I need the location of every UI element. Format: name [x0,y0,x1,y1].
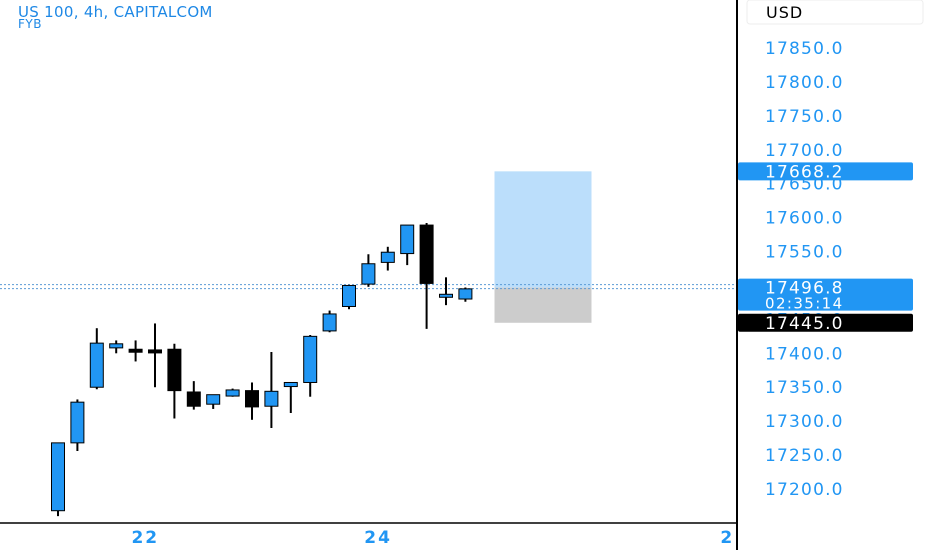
price-label-background [738,162,913,181]
price-label-background [738,313,913,332]
indicator-label[interactable]: FYB [18,17,42,31]
candle-body-down [245,390,259,408]
candle [167,343,182,419]
candle-body-up [283,381,298,388]
candle-body-up [303,335,318,383]
candle-body-up [380,251,395,263]
time-tick-label: 22 [131,528,159,548]
candle-body-up [206,394,221,405]
chart-title: US 100, 4h, CAPITALCOM [18,3,213,21]
candle [186,381,201,410]
candle-body-up [342,284,356,307]
candle [400,224,415,266]
candle [380,246,395,271]
price-label-blue: 17496.802:35:14 [738,278,913,313]
price-label-background [738,278,913,311]
candle-body-down [167,348,182,392]
price-axis[interactable]: 17850.017800.017750.017700.017650.017600… [765,39,844,500]
price-label-black: 17445.0 [738,313,913,334]
reward-zone[interactable] [494,171,592,288]
candle [264,351,279,428]
candle [51,442,65,517]
candle-body-down [186,391,201,407]
candles-layer [51,223,473,517]
price-tick-label: 17600.0 [765,209,844,229]
candle [70,399,85,452]
candle [148,323,162,388]
candle [89,328,104,390]
price-label-text: 17668.2 [765,162,844,182]
price-tick-label: 17800.0 [765,73,844,93]
price-tick-label: 17250.0 [765,446,844,466]
price-tick-label: 17750.0 [765,107,844,127]
candle-body-down [419,224,434,284]
candle-body-up [89,342,104,388]
price-tick-label: 17850.0 [765,39,844,59]
candle [206,394,221,409]
candle [361,254,376,287]
candle [303,334,318,397]
candle [109,340,124,354]
price-tick-label: 17300.0 [765,412,844,432]
candle [419,223,434,329]
time-tick-label: 2 [720,528,734,548]
candle [458,287,473,302]
candle-body-up [70,401,85,444]
price-tick-label: 17700.0 [765,141,844,161]
price-label-text: 17445.0 [765,314,844,334]
time-tick-label: 24 [364,528,392,548]
currency-selector[interactable]: USD [746,0,924,25]
price-label-blue: 17668.2 [738,162,913,182]
candle [342,284,356,310]
candle-body-up [225,389,240,397]
time-axis[interactable]: 22 24 2 [131,528,734,548]
candle-body-up [400,224,415,255]
candle [225,388,240,397]
candle-body-up [439,293,453,298]
candle [245,382,259,420]
price-tick-label: 17550.0 [765,243,844,263]
price-tick-label: 17200.0 [765,480,844,500]
bar-countdown: 02:35:14 [765,295,844,313]
candle [283,381,298,414]
candle-body-down [148,349,162,354]
price-tick-label: 17400.0 [765,344,844,364]
candle-body-up [51,442,65,512]
candle-body-up [322,313,337,332]
price-label-text: 17496.8 [765,279,844,299]
candle [439,277,453,306]
candle-body-up [264,390,279,407]
position-tool[interactable] [494,171,592,323]
candle-body-down [128,348,143,353]
candle [322,310,337,333]
candle-body-up [361,263,376,285]
candle-body-up [109,343,124,349]
candle-body-up [458,288,473,300]
risk-zone[interactable] [494,287,592,323]
currency-label: USD [766,3,803,22]
candle [128,340,143,362]
price-tick-label: 17350.0 [765,378,844,398]
